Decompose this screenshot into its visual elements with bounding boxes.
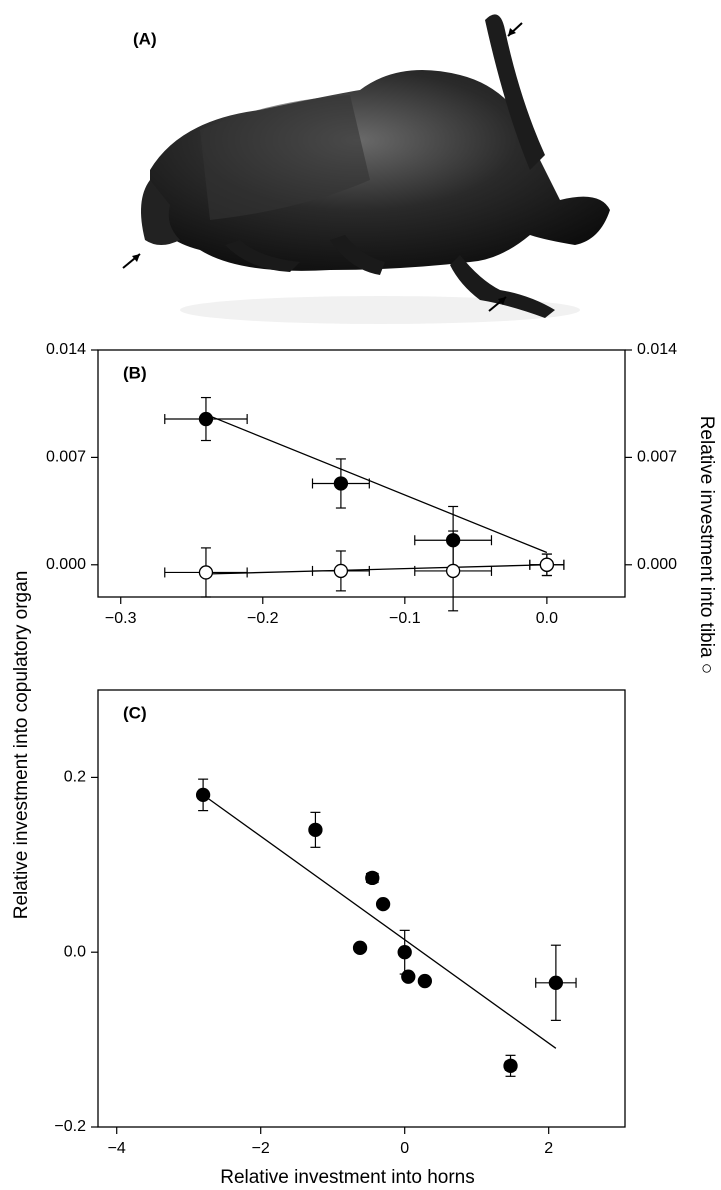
point: [417, 973, 433, 989]
point: [445, 563, 461, 579]
point: [539, 557, 555, 572]
plot-frame: [97, 349, 626, 598]
panel-label: (C): [123, 703, 147, 722]
point: [365, 870, 380, 886]
y2-tick-label: 0.007: [637, 449, 677, 466]
y-tick-label: 0.014: [46, 341, 86, 358]
point: [195, 787, 211, 803]
y-tick-label: 0.000: [46, 556, 86, 573]
y-tick-label: 0.2: [64, 769, 86, 786]
x-tick-label: −0.2: [247, 610, 279, 627]
fit-line: [205, 564, 547, 575]
panel-label: (B): [123, 363, 147, 382]
x-tick-label: −0.1: [389, 610, 421, 627]
point: [308, 822, 323, 837]
fit-line: [202, 794, 557, 1049]
y-tick-label: −0.2: [54, 1118, 86, 1135]
point: [198, 411, 214, 427]
point: [333, 563, 349, 579]
x-tick-label: 2: [544, 1140, 553, 1157]
plot-frame: [97, 689, 626, 1128]
y2-tick-label: 0.000: [637, 556, 677, 573]
point: [333, 476, 349, 491]
point: [397, 945, 412, 960]
point: [352, 940, 368, 955]
x-tick-label: −0.3: [105, 610, 137, 627]
point: [548, 975, 564, 990]
x-tick-label: 0: [400, 1140, 409, 1157]
y2-axis-title: Relative investment into tibia ○: [696, 416, 717, 675]
x-tick-label: −2: [252, 1140, 270, 1157]
y-axis-title: Relative investment into copulatory orga…: [11, 571, 32, 920]
x-axis-title: Relative investment into horns: [220, 1167, 475, 1188]
point: [401, 969, 416, 984]
y2-tick-label: 0.014: [637, 341, 677, 358]
point: [375, 896, 391, 912]
y-tick-label: 0.0: [64, 943, 86, 960]
fit-line: [205, 413, 548, 554]
x-tick-label: 0.0: [536, 610, 558, 627]
point: [198, 565, 214, 580]
panel-label: (A): [133, 29, 157, 48]
x-tick-label: −4: [108, 1140, 126, 1157]
y-tick-label: 0.007: [46, 449, 86, 466]
beetle-photo: [122, 14, 610, 324]
point: [503, 1058, 518, 1073]
